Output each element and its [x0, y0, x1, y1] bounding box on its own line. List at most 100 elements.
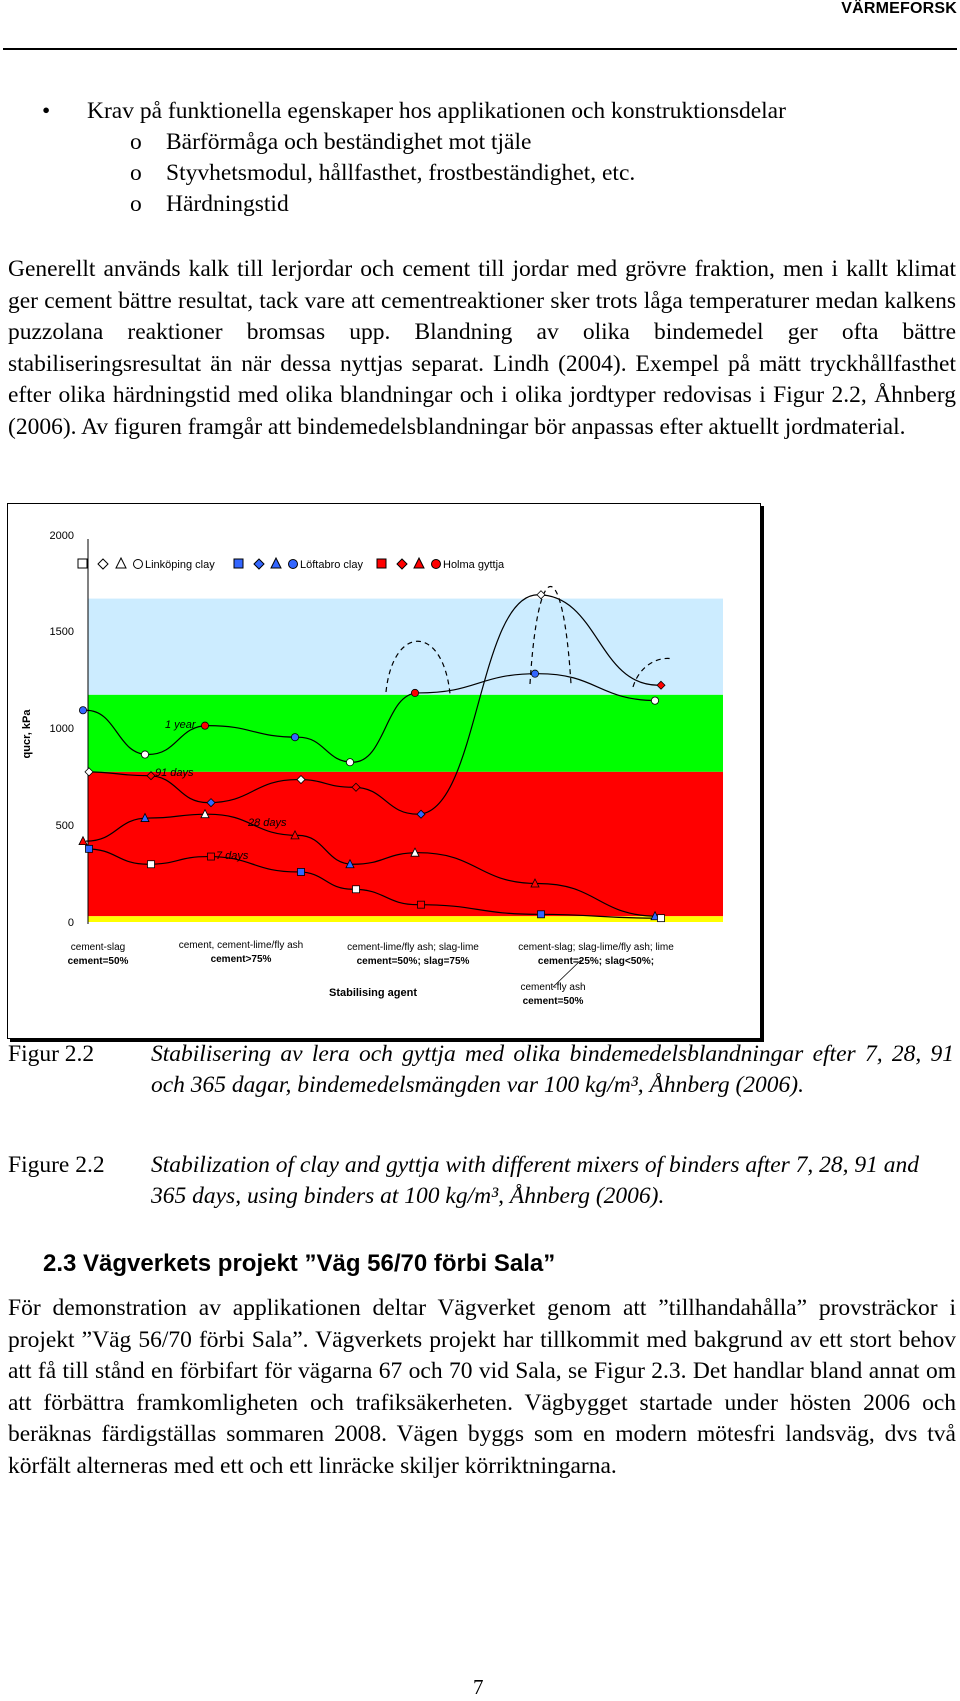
data-point-square	[352, 885, 360, 894]
legend-diamond-icon	[396, 558, 408, 570]
legend-label: Holma gyttja	[443, 559, 505, 571]
section-heading: 2.3 Vägverkets projekt ”Väg 56/70 förbi …	[43, 1250, 556, 1277]
group-label: cement=50%; slag=75%	[357, 956, 470, 967]
dashed-arc	[632, 657, 674, 688]
curve-label: 1 year	[165, 719, 197, 731]
data-point-square	[147, 860, 155, 869]
data-point-triangle	[410, 847, 420, 857]
caption-label-en: Figure 2.2	[8, 1152, 105, 1178]
data-point-circle	[651, 696, 660, 705]
legend: Linköping clay Löftabro clay Holma gyttj…	[77, 556, 505, 571]
legend-square-icon	[376, 558, 387, 569]
bullet-main: Krav på funktionella egenskaper hos appl…	[87, 98, 786, 124]
legend-label: Löftabro clay	[300, 559, 363, 571]
group-label: cement=50%	[68, 956, 129, 967]
legend-diamond-icon	[253, 558, 265, 570]
group-label: cement, cement-lime/fly ash	[179, 940, 304, 951]
y-tick-label: 1500	[50, 626, 74, 638]
data-point-circle	[410, 688, 419, 697]
legend-triangle-icon	[413, 556, 425, 569]
legend-square-icon	[233, 558, 244, 569]
data-point-diamond	[351, 782, 361, 792]
group-label: cement-slag; slag-lime/fly ash; lime	[518, 942, 674, 953]
group-label: cement-slag	[71, 942, 125, 953]
y-tick-label: 2000	[50, 530, 74, 542]
data-point-circle	[200, 721, 209, 730]
data-point-square	[657, 914, 665, 923]
curve-label: 91 days	[155, 767, 194, 779]
curve-label: 7 days	[216, 850, 249, 862]
leader-line	[552, 959, 582, 988]
header-org: VÄRMEFORSK	[841, 0, 957, 17]
legend-triangle-icon	[270, 556, 282, 569]
dashed-arc	[529, 586, 572, 685]
caption-text-en-italic: Stabilization of clay and gyttja with di…	[151, 1152, 920, 1209]
band-red	[88, 771, 723, 917]
sub-bullet-3: Härdningstid	[166, 191, 289, 217]
band-green	[88, 694, 723, 772]
series-line-28-days	[85, 813, 659, 917]
data-point-circle	[140, 750, 149, 759]
chart-svg: 2000 1500 1000 500 0 qucr, kPa Linköping…	[21, 530, 723, 1007]
data-point-circle	[79, 706, 88, 715]
y-tick-label: 1000	[50, 723, 74, 735]
legend-circle-icon	[288, 559, 298, 569]
data-point-diamond	[296, 774, 306, 785]
data-point-triangle	[345, 858, 355, 869]
y-axis-label: qucr, kPa	[21, 709, 33, 759]
curve-label: 28 days	[247, 817, 287, 829]
extra-label: cement-fly ash	[520, 982, 585, 993]
caption-text-sv-italic: Stabilisering av lera och gyttja med oli…	[151, 1041, 954, 1098]
group-label: cement>75%	[211, 954, 272, 965]
caption-label-sv: Figur 2.2	[8, 1041, 95, 1067]
data-point-diamond	[84, 767, 94, 777]
data-point-triangle	[530, 878, 540, 888]
band-yellow	[88, 916, 723, 922]
legend-label: Linköping clay	[145, 559, 215, 571]
group-label: cement=25%; slag<50%;	[538, 956, 654, 967]
data-point-triangle	[650, 910, 660, 921]
legend-square-icon	[77, 558, 88, 569]
band-sky	[88, 598, 723, 695]
page-number: 7	[473, 1675, 484, 1699]
paragraph-project: För demonstration av applikationen delta…	[8, 1295, 956, 1479]
caption-text-en: Stabilization of clay and gyttja with di…	[151, 1150, 954, 1212]
group-label: cement-lime/fly ash; slag-lime	[347, 942, 479, 953]
legend-triangle-icon	[115, 556, 127, 569]
paragraph-binders: Generellt används kalk till lerjordar oc…	[8, 256, 956, 440]
sub-bullet-marker: o	[130, 160, 142, 186]
y-tick-label: 500	[56, 820, 74, 832]
data-point-triangle	[140, 812, 150, 822]
data-point-square	[297, 868, 305, 876]
data-point-circle	[290, 733, 299, 742]
legend-diamond-icon	[97, 558, 109, 570]
data-point-square	[537, 910, 545, 919]
data-point-triangle	[200, 808, 210, 819]
data-point-diamond	[206, 798, 216, 808]
y-tick-label: 0	[68, 917, 74, 929]
dashed-arc	[385, 640, 451, 695]
data-point-circle	[531, 669, 540, 678]
dashed-arcs	[385, 586, 674, 695]
sub-bullet-1: Bärförmåga och beständighet mot tjäle	[166, 129, 532, 155]
header-rule	[3, 48, 957, 50]
data-point-diamond	[416, 809, 426, 819]
data-point-circle	[345, 758, 354, 767]
markers	[78, 590, 666, 923]
sub-bullet-2: Styvhetsmodul, hållfasthet, frostbeständ…	[166, 160, 636, 186]
sub-bullet-marker: o	[130, 129, 142, 155]
data-point-square	[85, 844, 93, 853]
legend-circle-icon	[431, 559, 441, 569]
data-point-triangle	[78, 835, 88, 846]
x-axis-label: Stabilising agent	[329, 987, 417, 999]
data-point-square	[207, 852, 215, 861]
data-point-diamond	[656, 680, 666, 690]
data-point-triangle	[290, 829, 300, 840]
extra-label: cement=50%	[523, 996, 584, 1007]
bullet-dot: •	[42, 98, 51, 124]
legend-circle-icon	[133, 559, 143, 569]
caption-text-sv: Stabilisering av lera och gyttja med oli…	[151, 1039, 954, 1101]
figure-chart: 2000 1500 1000 500 0 qucr, kPa Linköping…	[7, 503, 761, 1039]
data-point-diamond	[146, 771, 156, 781]
sub-bullet-marker: o	[130, 191, 142, 217]
